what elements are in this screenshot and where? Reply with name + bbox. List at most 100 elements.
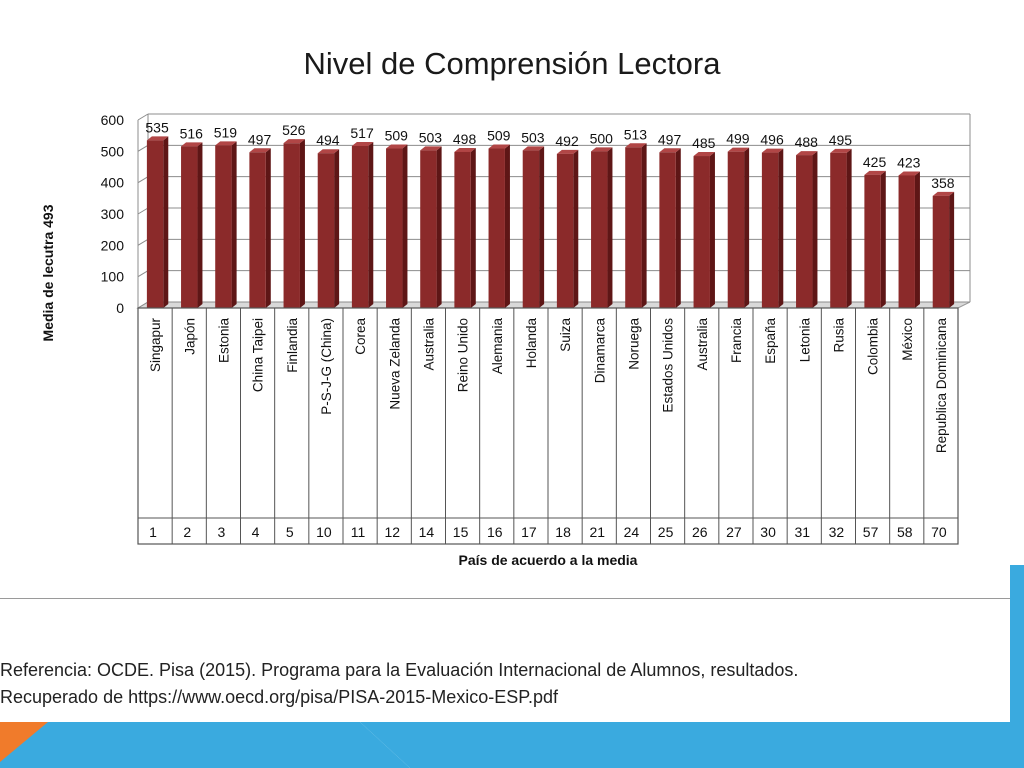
bar-side (675, 148, 681, 308)
bar-top (351, 142, 374, 147)
rank-label: 16 (487, 524, 503, 540)
x-tick-label: Australia (695, 318, 710, 371)
data-label: 516 (180, 125, 204, 141)
bar-top (488, 144, 510, 149)
bar (625, 147, 642, 308)
bar-top (386, 144, 408, 149)
bar-top (249, 148, 271, 153)
bar (215, 145, 232, 308)
rank-label: 24 (624, 524, 640, 540)
rank-label: 11 (351, 524, 366, 540)
data-label: 519 (214, 124, 238, 140)
bar (556, 153, 574, 308)
rank-label: 10 (316, 524, 332, 540)
rank-label: 25 (658, 524, 674, 540)
bar-top (454, 147, 476, 152)
bar-side (744, 147, 750, 308)
bar-side (778, 148, 784, 308)
data-label: 358 (931, 175, 955, 191)
grid-line-depth (137, 113, 149, 121)
blue-footer-left (0, 722, 410, 768)
bar (283, 143, 300, 308)
y-tick-label: 500 (101, 143, 125, 159)
bar-side (163, 136, 169, 308)
bar-side (914, 171, 920, 308)
data-label: 509 (385, 128, 409, 144)
y-tick-label: 300 (101, 206, 125, 222)
data-label: 526 (282, 122, 306, 138)
bar-top (420, 146, 442, 151)
data-label: 488 (795, 134, 819, 150)
rank-label: 1 (149, 524, 157, 540)
divider (0, 598, 1024, 599)
rank-label: 15 (453, 524, 469, 540)
chart-container: 0 100 200 300 400 500 600 535 516 519 497 526 494 51… (0, 100, 1024, 585)
bar-top (898, 171, 920, 176)
data-label: 498 (453, 131, 477, 147)
x-tick-label: Republica Dominicana (934, 318, 949, 454)
y-axis-label: Media de lecutra 493 (40, 204, 56, 341)
data-label: 503 (419, 129, 443, 145)
x-tick-label: Finlandia (285, 318, 300, 373)
bar (761, 152, 779, 308)
x-tick-label: Holanda (524, 318, 539, 369)
x-axis-label: País de acuerdo a la media (459, 552, 638, 568)
bar-side (504, 144, 510, 308)
x-tick-label: Estonia (216, 318, 231, 364)
reference-line-1: Referencia: OCDE. Pisa (2015). Programa … (0, 660, 799, 680)
bar (796, 155, 813, 308)
rank-label: 21 (589, 524, 605, 540)
rank-label: 26 (692, 524, 708, 540)
bar (659, 152, 676, 308)
x-tick-label: Rusia (831, 318, 846, 353)
bar-top (522, 146, 545, 151)
data-label: 499 (726, 131, 750, 147)
bar-side (949, 191, 955, 308)
grid-line-depth (137, 176, 149, 184)
bar-top (591, 147, 613, 152)
x-tick-label: China Taipei (251, 318, 266, 392)
data-label: 535 (145, 119, 169, 135)
x-tick-label: Alemania (490, 318, 505, 375)
bar (351, 146, 369, 308)
x-tick-label: Australia (421, 318, 436, 371)
rank-label: 3 (218, 524, 226, 540)
rank-label: 2 (183, 524, 191, 540)
bar (898, 175, 915, 308)
x-tick-label: P-S-J-G (China) (319, 318, 334, 415)
bar-side (607, 147, 613, 308)
bar-side (470, 147, 476, 308)
y-tick-label: 200 (101, 237, 125, 253)
reference-text: Referencia: OCDE. Pisa (2015). Programa … (0, 657, 960, 711)
bar-side (197, 142, 203, 308)
x-tick-label: Noruega (626, 318, 641, 370)
bar (386, 148, 403, 308)
data-label: 513 (624, 126, 648, 142)
bar (693, 156, 710, 308)
bar (146, 140, 164, 308)
rank-label: 18 (555, 524, 571, 540)
data-label: 492 (555, 133, 579, 149)
x-tick-label: Estados Unidos (661, 318, 676, 413)
bar (591, 151, 608, 308)
rank-label: 17 (521, 524, 537, 540)
bar (317, 153, 335, 308)
data-label: 497 (248, 131, 272, 147)
rank-label: 58 (897, 524, 913, 540)
bar-top (556, 149, 579, 154)
y-tick-label: 0 (116, 300, 124, 316)
y-tick-label: 100 (101, 269, 125, 285)
bar-top (283, 139, 305, 144)
bar-side (573, 149, 579, 308)
y-tick-label: 400 (101, 175, 125, 191)
bar (727, 151, 745, 308)
bar-side (709, 152, 715, 308)
bars (146, 136, 955, 308)
rank-label: 57 (863, 524, 879, 540)
x-tick-label: Colombia (866, 318, 881, 376)
data-label: 495 (829, 132, 853, 148)
x-tick-label: Suiza (558, 318, 573, 352)
bar (522, 150, 540, 308)
value-labels: 535 516 519 497 526 494 517 509 503 498 509 503 492 5… (145, 119, 954, 190)
data-label: 500 (590, 130, 614, 146)
